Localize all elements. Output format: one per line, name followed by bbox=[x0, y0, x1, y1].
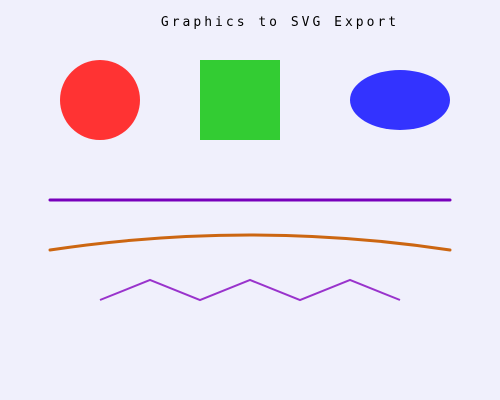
red-circle bbox=[60, 60, 140, 140]
page-title: Graphics to SVG Export bbox=[160, 15, 400, 30]
zigzag-line bbox=[99, 278, 401, 302]
curved-line bbox=[48, 233, 452, 252]
blue-ellipse bbox=[350, 70, 450, 130]
green-square bbox=[200, 60, 280, 140]
